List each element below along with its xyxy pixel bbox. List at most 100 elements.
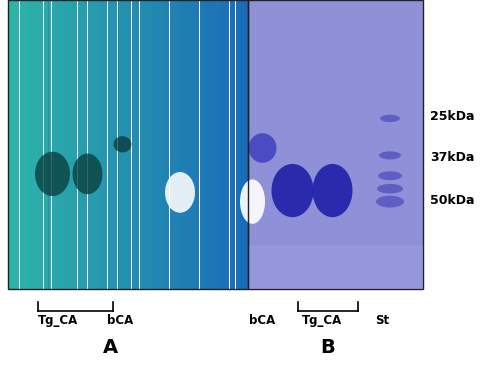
Bar [146,0,148,289]
Bar [174,0,176,289]
Bar [108,0,110,289]
Bar [192,0,194,289]
Bar [64,0,66,289]
Bar [56,0,58,289]
Bar [134,0,136,289]
Text: bCA: bCA [107,313,133,327]
Bar [242,0,244,289]
Bar [76,0,78,289]
Bar [176,0,178,289]
Bar [14,0,16,289]
Text: 50kDa: 50kDa [430,194,474,207]
Bar [92,0,94,289]
Bar [224,0,226,289]
Bar [210,0,212,289]
Ellipse shape [376,196,404,208]
Bar [84,0,86,289]
Bar [226,0,228,289]
Ellipse shape [72,154,102,194]
Bar [234,0,235,289]
Bar [142,0,144,289]
Bar [172,0,173,289]
Text: St: St [376,313,390,327]
Ellipse shape [165,172,195,213]
Bar [130,0,132,289]
Ellipse shape [114,136,132,152]
Bar [68,0,70,289]
Bar [246,0,248,289]
Bar [160,0,162,289]
Ellipse shape [312,164,352,217]
Bar [216,0,218,289]
Bar [70,0,71,289]
Bar [230,0,232,289]
Bar [236,0,238,289]
Bar [40,0,42,289]
Bar [186,0,188,289]
Ellipse shape [378,171,402,180]
Bar [26,0,28,289]
Bar [150,0,152,289]
Bar [148,0,150,289]
Text: Tg_CA: Tg_CA [38,313,78,327]
Bar [200,0,202,289]
Bar [204,0,206,289]
Bar [218,0,220,289]
Bar [90,0,92,289]
Bar [152,0,154,289]
Bar [12,0,14,289]
Ellipse shape [240,179,265,224]
Bar [42,0,43,289]
Ellipse shape [377,184,403,194]
Bar [136,0,138,289]
Bar [54,0,56,289]
Bar [46,0,48,289]
Ellipse shape [35,152,70,196]
Bar [248,0,422,289]
Bar [144,0,146,289]
Bar [118,0,120,289]
Bar [94,0,96,289]
Bar [102,0,103,289]
Bar [16,0,18,289]
Bar [32,0,34,289]
Bar [100,0,102,289]
Bar [178,0,180,289]
Bar [52,0,54,289]
Text: A: A [102,338,118,357]
Bar [98,0,100,289]
Ellipse shape [379,151,401,159]
Bar [238,0,240,289]
Bar [104,0,106,289]
Text: bCA: bCA [250,313,276,327]
Bar [88,0,90,289]
Bar [8,0,248,289]
Bar [212,0,214,289]
Bar [232,0,234,289]
Bar [170,0,172,289]
Bar [184,0,186,289]
Bar [154,0,156,289]
Bar [72,0,74,289]
Bar [80,0,82,289]
Bar [30,0,32,289]
Bar [222,0,224,289]
Bar [22,0,24,289]
Bar [34,0,35,289]
Bar [198,0,200,289]
Bar [138,0,140,289]
Bar [202,0,203,289]
Bar [162,0,164,289]
Bar [18,0,20,289]
Bar [96,0,98,289]
Bar [168,0,170,289]
Bar [124,0,126,289]
Text: B: B [320,338,335,357]
Bar [158,0,160,289]
Bar [120,0,122,289]
Text: Tg_CA: Tg_CA [302,313,343,327]
Bar [248,245,422,289]
Bar [206,0,208,289]
Bar [58,0,59,289]
Bar [44,0,46,289]
